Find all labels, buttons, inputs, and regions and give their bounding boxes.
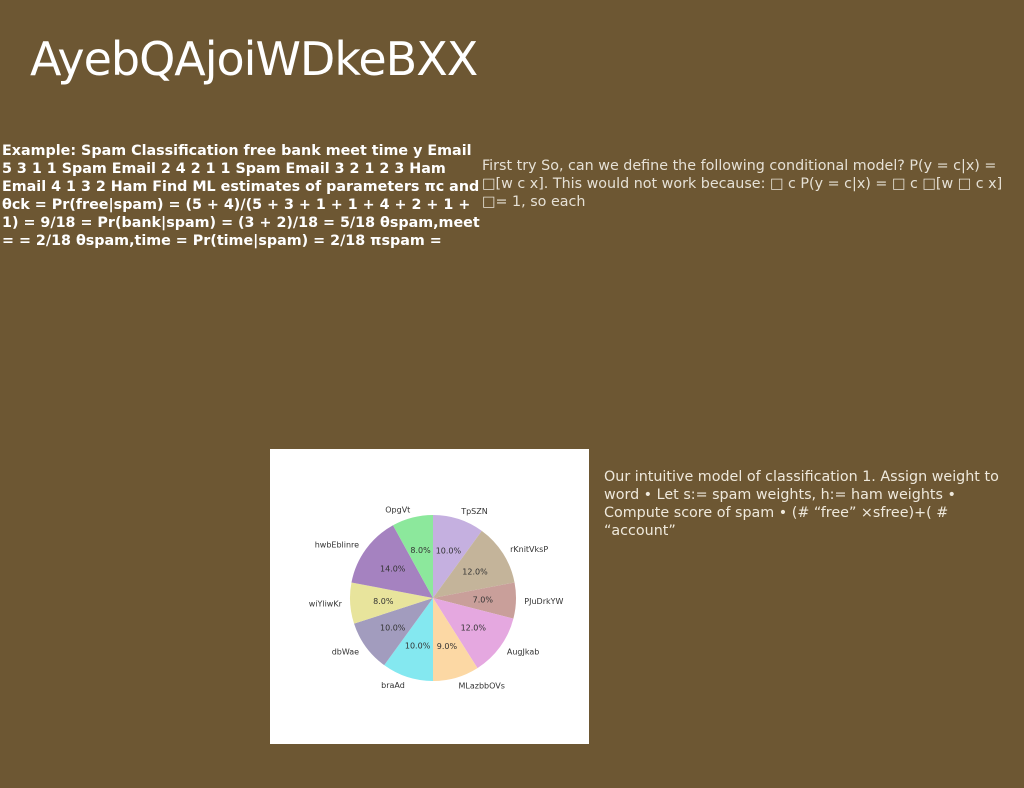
- pie-category-label: AugJkab: [507, 648, 539, 657]
- pie-pct-label: 10.0%: [436, 547, 462, 556]
- pie-chart-figure: 10.0% TpSZN 12.0% rKnitVksP 7.0% PJuDrkYW 12.0…: [270, 449, 589, 744]
- pie-slice-rKnitVksP: [433, 530, 515, 598]
- conditional-model-text: First try So, can we define the followin…: [482, 158, 1003, 210]
- slide-title: AyebQAjoiWDkeBXX: [30, 32, 478, 86]
- pie-pct-label: 10.0%: [405, 641, 431, 650]
- pie-slice-hwbEblinre: [351, 525, 433, 598]
- spam-example-text: Example: Spam Classification free bank m…: [2, 143, 480, 249]
- pie-slice-wiYliwKr: [349, 582, 433, 624]
- pie-chart: 10.0% TpSZN 12.0% rKnitVksP 7.0% PJuDrkYW 12.0…: [309, 506, 564, 691]
- pie-pct-label: 9.0%: [437, 642, 458, 651]
- pie-pct-label: 14.0%: [380, 565, 406, 574]
- pie-category-label: PJuDrkYW: [524, 597, 563, 606]
- pie-category-label: wiYliwKr: [309, 600, 343, 609]
- pie-slice-AugJkab: [433, 598, 514, 669]
- pie-pct-label: 8.0%: [373, 597, 394, 606]
- pie-category-label: TpSZN: [460, 507, 488, 516]
- pie-pct-label: 10.0%: [380, 623, 406, 632]
- pie-slice-MLazbbOVs: [433, 598, 478, 681]
- pie-category-label: rKnitVksP: [510, 545, 548, 554]
- pie-pct-label: 12.0%: [462, 567, 488, 576]
- pie-slice-TpSZN: [433, 515, 482, 598]
- pie-pct-label: 12.0%: [461, 623, 487, 632]
- pie-category-label: MLazbbOVs: [459, 682, 505, 691]
- pie-pct-label: 7.0%: [473, 596, 494, 605]
- classification-caption: Our intuitive model of classification 1.…: [604, 469, 999, 539]
- pie-pct-label: 8.0%: [410, 546, 431, 555]
- pie-slice-OpgVt: [393, 515, 433, 598]
- pie-category-label: dbWae: [332, 648, 359, 657]
- pie-slice-dbWae: [354, 598, 433, 666]
- pie-slice-PJuDrkYW: [433, 582, 516, 619]
- pie-category-label: hwbEblinre: [315, 540, 359, 549]
- pie-slice-braAd: [384, 598, 433, 681]
- pie-category-label: braAd: [381, 681, 405, 690]
- pie-category-label: OpgVt: [385, 506, 410, 515]
